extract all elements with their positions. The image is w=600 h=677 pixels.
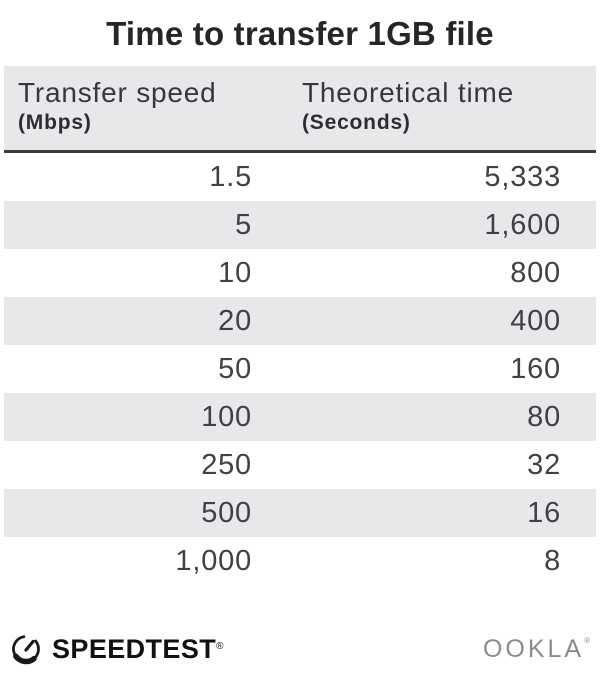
header-transfer-speed-unit: (Mbps) <box>18 111 92 134</box>
time-cell: 8 <box>544 544 561 577</box>
table-row: 250 32 <box>4 441 596 489</box>
time-cell: 800 <box>510 256 561 289</box>
time-cell: 400 <box>510 304 561 337</box>
time-cell: 32 <box>527 448 561 481</box>
header-transfer-speed: Transfer speed (Mbps) <box>4 77 300 150</box>
footer: SPEEDTEST® OOKLA ® <box>0 631 600 667</box>
time-cell: 80 <box>527 400 561 433</box>
speedtest-logo: SPEEDTEST® <box>10 632 224 666</box>
ookla-logo: OOKLA ® <box>483 635 590 663</box>
speed-cell: 50 <box>218 352 252 385</box>
speed-cell: 5 <box>235 208 252 241</box>
speed-cell: 500 <box>201 496 252 529</box>
speed-cell: 20 <box>218 304 252 337</box>
header-theoretical-time: Theoretical time (Seconds) <box>300 77 596 150</box>
time-cell: 1,600 <box>484 208 561 241</box>
time-cell: 5,333 <box>484 160 561 193</box>
speed-cell: 10 <box>218 256 252 289</box>
table-row: 20 400 <box>4 297 596 345</box>
speedtest-wordmark: SPEEDTEST® <box>52 633 224 665</box>
table-header-row: Transfer speed (Mbps) Theoretical time (… <box>4 66 596 153</box>
speedtest-label: SPEEDTEST <box>52 634 217 664</box>
page-title: Time to transfer 1GB file <box>106 15 494 52</box>
table-row: 500 16 <box>4 489 596 537</box>
table-row: 10 800 <box>4 249 596 297</box>
speed-cell: 1,000 <box>175 544 252 577</box>
header-theoretical-time-unit: (Seconds) <box>302 111 411 134</box>
speed-cell: 100 <box>201 400 252 433</box>
table-body: 1.5 5,333 5 1,600 10 800 20 400 50 160 1… <box>4 153 596 585</box>
header-theoretical-time-label: Theoretical time <box>302 77 514 108</box>
speed-cell: 1.5 <box>209 160 252 193</box>
table-row: 50 160 <box>4 345 596 393</box>
header-transfer-speed-label: Transfer speed <box>18 77 217 108</box>
table-row: 1.5 5,333 <box>4 153 596 201</box>
table-row: 100 80 <box>4 393 596 441</box>
table-row: 5 1,600 <box>4 201 596 249</box>
speed-cell: 250 <box>201 448 252 481</box>
time-cell: 16 <box>527 496 561 529</box>
ookla-registered-trademark-icon: ® <box>584 636 590 645</box>
time-cell: 160 <box>510 352 561 385</box>
registered-trademark-icon: ® <box>216 641 224 652</box>
transfer-time-table: Transfer speed (Mbps) Theoretical time (… <box>4 66 596 585</box>
ookla-wordmark: OOKLA <box>482 635 585 663</box>
speedtest-gauge-icon <box>12 635 40 665</box>
table-row: 1,000 8 <box>4 537 596 585</box>
